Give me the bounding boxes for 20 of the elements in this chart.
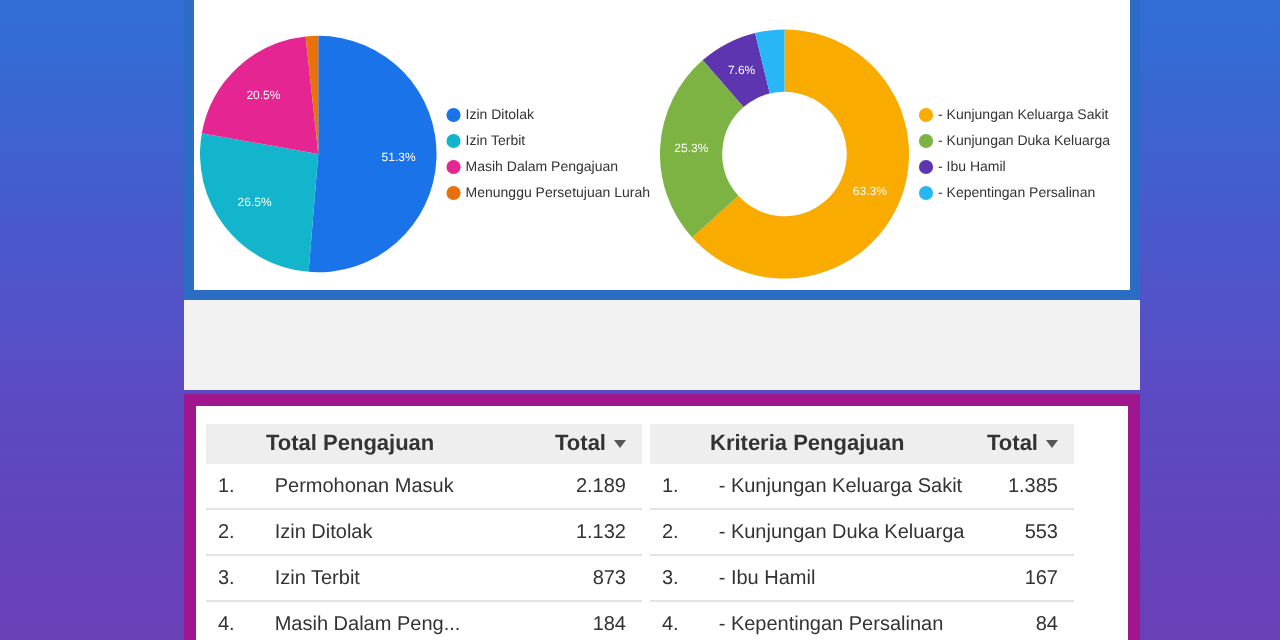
text: 4. - Kepentingan Persalinan — [662, 613, 944, 635]
text: 1.385 — [1007, 475, 1060, 497]
text: Total — [555, 432, 608, 456]
text: 3. - Ibu Hamil — [662, 567, 816, 589]
text: Kriteria Pengajuan — [710, 432, 907, 456]
text: 167 — [1024, 567, 1060, 589]
text: 184 — [592, 613, 628, 635]
text: Total — [987, 432, 1040, 456]
text: 553 — [1024, 521, 1060, 543]
text: 84 — [1035, 613, 1060, 635]
text: 3. Izin Terbit — [218, 567, 360, 589]
text: 2. Izin Ditolak — [218, 521, 373, 543]
text: 2. - Kunjungan Duka Keluarga — [662, 521, 965, 543]
text: 4. Masih Dalam Peng... — [218, 613, 461, 635]
text: 1.132 — [575, 521, 628, 543]
text: Total Pengajuan — [266, 432, 437, 456]
text: 1. Permohonan Masuk — [218, 475, 454, 497]
text: 2.189 — [575, 475, 628, 497]
text: 1. - Kunjungan Keluarga Sakit — [662, 475, 963, 497]
text: 873 — [592, 567, 628, 589]
